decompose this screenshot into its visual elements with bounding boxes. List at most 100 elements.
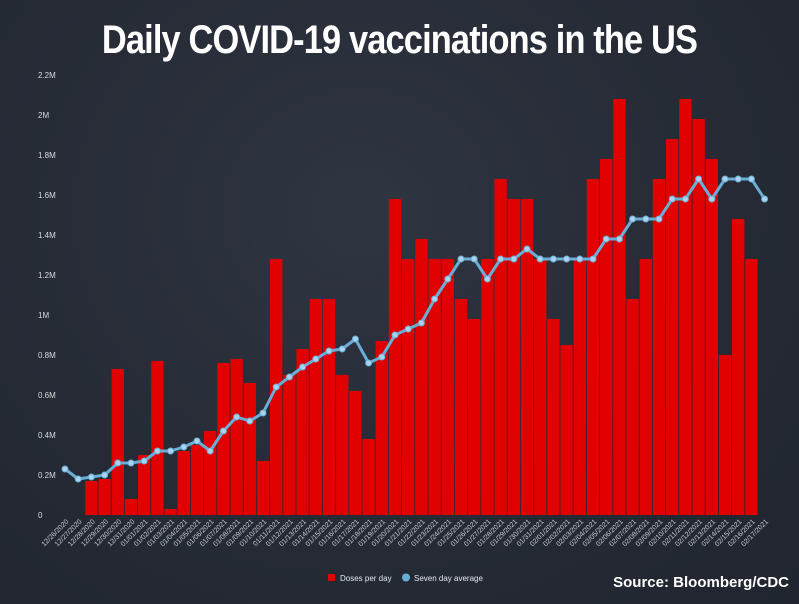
average-point-17 bbox=[285, 373, 293, 381]
average-point-12 bbox=[219, 427, 227, 435]
y-tick-label: 1.6M bbox=[38, 191, 56, 200]
y-tick-label: 0.8M bbox=[38, 351, 56, 360]
y-tick-label: 0 bbox=[38, 511, 43, 520]
bar-50 bbox=[718, 355, 732, 515]
bar-10 bbox=[190, 445, 204, 515]
average-point-10 bbox=[193, 437, 201, 445]
bars-layer bbox=[85, 99, 758, 515]
average-point-38 bbox=[563, 255, 571, 263]
bar-17 bbox=[283, 375, 296, 515]
average-point-43 bbox=[629, 215, 637, 223]
average-point-20 bbox=[325, 347, 333, 355]
y-tick-label: 2M bbox=[38, 111, 49, 120]
bar-37 bbox=[547, 319, 560, 515]
average-point-30 bbox=[457, 255, 465, 263]
bar-32 bbox=[481, 259, 494, 515]
bar-43 bbox=[626, 299, 639, 515]
average-point-50 bbox=[721, 175, 729, 183]
bar-40 bbox=[586, 179, 600, 515]
bar-31 bbox=[468, 319, 481, 515]
y-tick-label: 0.2M bbox=[38, 471, 56, 480]
average-point-16 bbox=[272, 383, 280, 391]
average-point-18 bbox=[299, 363, 307, 371]
average-point-39 bbox=[576, 255, 584, 263]
average-point-47 bbox=[681, 195, 689, 203]
average-point-36 bbox=[536, 255, 544, 263]
average-point-24 bbox=[378, 353, 386, 361]
y-tick-label: 1M bbox=[38, 311, 49, 320]
bar-4 bbox=[111, 369, 124, 515]
bar-7 bbox=[151, 361, 164, 515]
source-note: Source: Bloomberg/CDC bbox=[613, 574, 789, 591]
y-tick-label: 0.4M bbox=[38, 431, 56, 440]
bar-12 bbox=[217, 363, 230, 515]
bar-47 bbox=[679, 99, 692, 515]
average-point-32 bbox=[483, 275, 491, 283]
bar-44 bbox=[639, 259, 652, 515]
average-point-34 bbox=[510, 255, 518, 263]
bar-3 bbox=[98, 479, 111, 515]
average-point-42 bbox=[615, 235, 623, 243]
bar-28 bbox=[428, 259, 441, 515]
bar-21 bbox=[336, 375, 349, 515]
bar-39 bbox=[573, 259, 586, 515]
average-point-29 bbox=[444, 275, 452, 283]
average-point-53 bbox=[761, 195, 769, 203]
bar-45 bbox=[652, 179, 666, 515]
bar-33 bbox=[494, 179, 507, 515]
average-point-7 bbox=[153, 447, 161, 455]
average-point-28 bbox=[431, 295, 439, 303]
bar-5 bbox=[124, 499, 138, 515]
y-tick-label: 1.8M bbox=[38, 151, 56, 160]
average-point-14 bbox=[246, 417, 254, 425]
bar-41 bbox=[600, 159, 613, 515]
bar-49 bbox=[705, 159, 718, 515]
bar-38 bbox=[560, 345, 573, 515]
bar-48 bbox=[692, 119, 705, 515]
bar-24 bbox=[375, 341, 388, 515]
bar-2 bbox=[85, 481, 98, 515]
average-point-6 bbox=[140, 457, 148, 465]
bar-29 bbox=[441, 259, 454, 515]
average-point-8 bbox=[167, 447, 175, 455]
bar-46 bbox=[666, 139, 679, 515]
bar-26 bbox=[402, 259, 415, 515]
bar-34 bbox=[507, 199, 520, 515]
average-point-11 bbox=[206, 447, 214, 455]
average-point-19 bbox=[312, 355, 320, 363]
bar-35 bbox=[520, 199, 534, 515]
average-point-27 bbox=[417, 319, 425, 327]
bar-9 bbox=[177, 451, 190, 515]
average-point-51 bbox=[734, 175, 742, 183]
bar-42 bbox=[613, 99, 626, 515]
average-line-layer bbox=[61, 175, 769, 483]
average-point-4 bbox=[114, 459, 122, 467]
legend-swatch-doses bbox=[328, 574, 335, 581]
bar-30 bbox=[454, 299, 468, 515]
average-point-5 bbox=[127, 459, 135, 467]
chart-title: Daily COVID-19 vaccinations in the US bbox=[101, 18, 698, 62]
average-point-40 bbox=[589, 255, 597, 263]
y-tick-label: 1.4M bbox=[38, 231, 56, 240]
average-point-49 bbox=[708, 195, 716, 203]
average-point-3 bbox=[101, 471, 109, 479]
average-point-26 bbox=[404, 325, 412, 333]
bar-14 bbox=[243, 383, 256, 515]
bar-15 bbox=[256, 461, 270, 515]
average-point-37 bbox=[549, 255, 557, 263]
average-point-2 bbox=[87, 473, 95, 481]
average-point-41 bbox=[602, 235, 610, 243]
bar-52 bbox=[745, 259, 758, 515]
average-point-23 bbox=[365, 359, 373, 367]
average-point-33 bbox=[497, 255, 505, 263]
bar-8 bbox=[164, 509, 177, 515]
average-point-31 bbox=[470, 255, 478, 263]
average-point-35 bbox=[523, 245, 531, 253]
bar-25 bbox=[388, 199, 402, 515]
average-point-15 bbox=[259, 409, 267, 417]
y-axis: 0 0.2M 0.4M 0.6M 0.8M 1M 1.2M 1.4M 1.6M 1.8M 2M 2.2… bbox=[38, 71, 56, 520]
bar-22 bbox=[349, 391, 362, 515]
bar-23 bbox=[362, 439, 375, 515]
